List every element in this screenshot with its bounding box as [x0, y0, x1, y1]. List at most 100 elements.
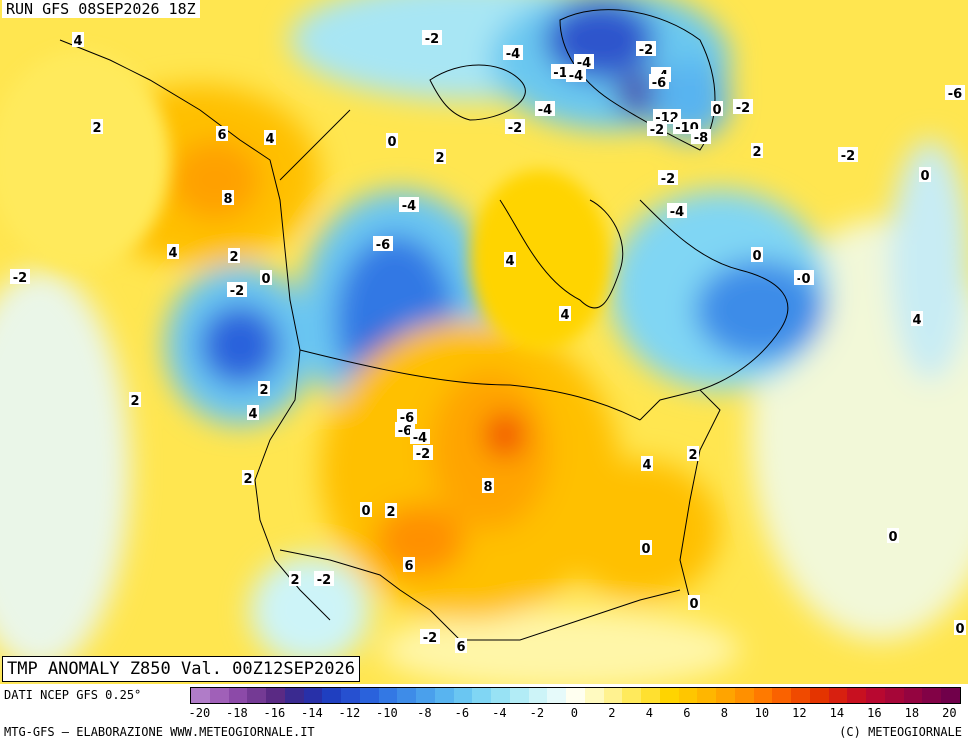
anomaly-label-text: -4: [670, 205, 684, 220]
anomaly-value-label: 4: [167, 244, 179, 261]
scale-label: 2: [608, 706, 616, 720]
anomaly-value-label: -6: [945, 85, 965, 102]
scale-cell: [809, 688, 829, 703]
anomaly-label-text: -4: [506, 47, 520, 62]
anomaly-label-bg: [649, 74, 669, 89]
alaska-warm-area: [0, 50, 170, 270]
anomaly-value-label: -4: [410, 429, 430, 446]
scale-cell: [416, 688, 435, 703]
anomaly-label-bg: [945, 85, 965, 100]
anomaly-value-label: 6: [403, 557, 415, 574]
anomaly-label-text: 8: [483, 480, 492, 495]
scale-cell: [903, 688, 923, 703]
scale-cell: [528, 688, 548, 703]
anomaly-value-label: 4: [72, 32, 84, 49]
anomaly-label-bg: [919, 167, 931, 182]
anomaly-label-text: 6: [404, 559, 413, 574]
scale-label: 10: [754, 706, 770, 720]
anomaly-value-label: 2: [687, 446, 699, 463]
anomaly-label-bg: [222, 190, 234, 205]
anomaly-value-label: 2: [434, 149, 446, 166]
anomaly-label-text: 4: [912, 313, 921, 328]
anomaly-label-text: 0: [801, 272, 810, 287]
anomaly-label-bg: [711, 101, 723, 116]
anomaly-value-label: -2: [422, 30, 442, 47]
anomaly-label-bg: [954, 620, 966, 635]
anomaly-label-bg: [667, 203, 687, 218]
anomaly-value-label: 0: [711, 101, 723, 118]
scale-cell: [341, 688, 360, 703]
anomaly-label-bg: [260, 270, 272, 285]
anomaly-label-text: -6: [376, 238, 390, 253]
anomaly-label-text: 2: [386, 505, 395, 520]
anomaly-label-bg: [91, 119, 103, 134]
arctic-islands: [429, 64, 526, 121]
anomaly-label-text: -2: [736, 101, 750, 116]
scale-label: 6: [683, 706, 691, 720]
credit-left: MTG-GFS — ELABORAZIONE WWW.METEOGIORNALE…: [4, 725, 315, 739]
scale-cell: [509, 688, 529, 703]
plains-warm-peak: [485, 413, 525, 457]
scale-label: -6: [454, 706, 470, 720]
anomaly-value-label: -2: [647, 121, 667, 138]
us-canada-border: [299, 349, 641, 421]
anomaly-label-text: -6: [948, 87, 962, 102]
anomaly-label-text: 0: [261, 272, 270, 287]
data-source-label: DATI NCEP GFS 0.25°: [4, 688, 142, 702]
scale-cell: [303, 688, 323, 703]
anomaly-value-label: 0: [640, 540, 652, 557]
scale-label: -8: [417, 706, 432, 720]
anomaly-label-text: 0: [361, 504, 370, 519]
anomaly-label-text: 2: [688, 448, 697, 463]
eastcanada-cold-core: [695, 260, 825, 360]
color-scale-labels: -20 -18 -16 -14 -12 -10 -8 -6 -4 -2 0 2 4 6 8 10 12 14 16 1…: [189, 706, 966, 722]
scale-cell: [491, 688, 510, 703]
anomaly-value-label: 6: [216, 126, 228, 143]
anomaly-value-label: -2: [838, 147, 858, 164]
anomaly-label-bg: [242, 470, 254, 485]
scale-label: 20: [942, 706, 957, 720]
anomaly-value-label: -2: [636, 41, 656, 58]
east-coast: [639, 389, 721, 601]
labrador-coast: [639, 199, 789, 391]
anomaly-label-text: -2: [423, 631, 437, 646]
anomaly-label-bg: [289, 571, 301, 586]
alaska-border: [279, 109, 351, 181]
anomaly-label-bg: [227, 282, 247, 297]
anomaly-label-bg: [228, 248, 240, 263]
anomaly-label-text: 0: [387, 135, 396, 150]
anomaly-value-label: -2: [413, 445, 433, 462]
anomaly-value-label: -2: [505, 119, 525, 136]
scale-label: -2: [529, 706, 545, 720]
anomaly-label-text: 0: [641, 542, 650, 557]
scale-cell: [434, 688, 454, 703]
anomaly-label-text: 0: [955, 622, 964, 637]
scale-label: -10: [376, 706, 398, 720]
scale-label: -16: [263, 706, 286, 720]
anomaly-value-label: -2: [658, 170, 678, 187]
anomaly-label-bg: [129, 392, 141, 407]
color-scale-bar: [190, 687, 961, 704]
anomaly-value-label: 4: [264, 130, 276, 147]
anomaly-label-text: 2: [435, 151, 444, 166]
gulf-coast: [429, 589, 681, 641]
gulf-neutral-area: [380, 610, 740, 684]
anomaly-value-label: 4: [247, 405, 259, 422]
scale-label: 4: [645, 706, 653, 720]
anomaly-label-bg: [399, 197, 419, 212]
scale-cell: [547, 688, 566, 703]
scale-cell: [191, 688, 210, 703]
scale-cell: [922, 688, 941, 703]
scale-cell: [866, 688, 885, 703]
anomaly-label-bg: [420, 629, 440, 644]
anomaly-label-bg: [373, 236, 393, 251]
anomaly-label-bg: [647, 121, 667, 136]
anomaly-label-text: -4: [413, 431, 427, 446]
map-title: TMP ANOMALY Z850 Val. 00Z12SEP2026: [2, 656, 360, 682]
anomaly-value-label: -2: [733, 99, 753, 116]
baja-cool-area: [250, 555, 370, 665]
anomaly-value-label: -4: [667, 203, 687, 220]
anomaly-label-bg: [314, 571, 334, 586]
anomaly-label-bg: [751, 143, 763, 158]
anomaly-label-bg: [10, 269, 30, 284]
